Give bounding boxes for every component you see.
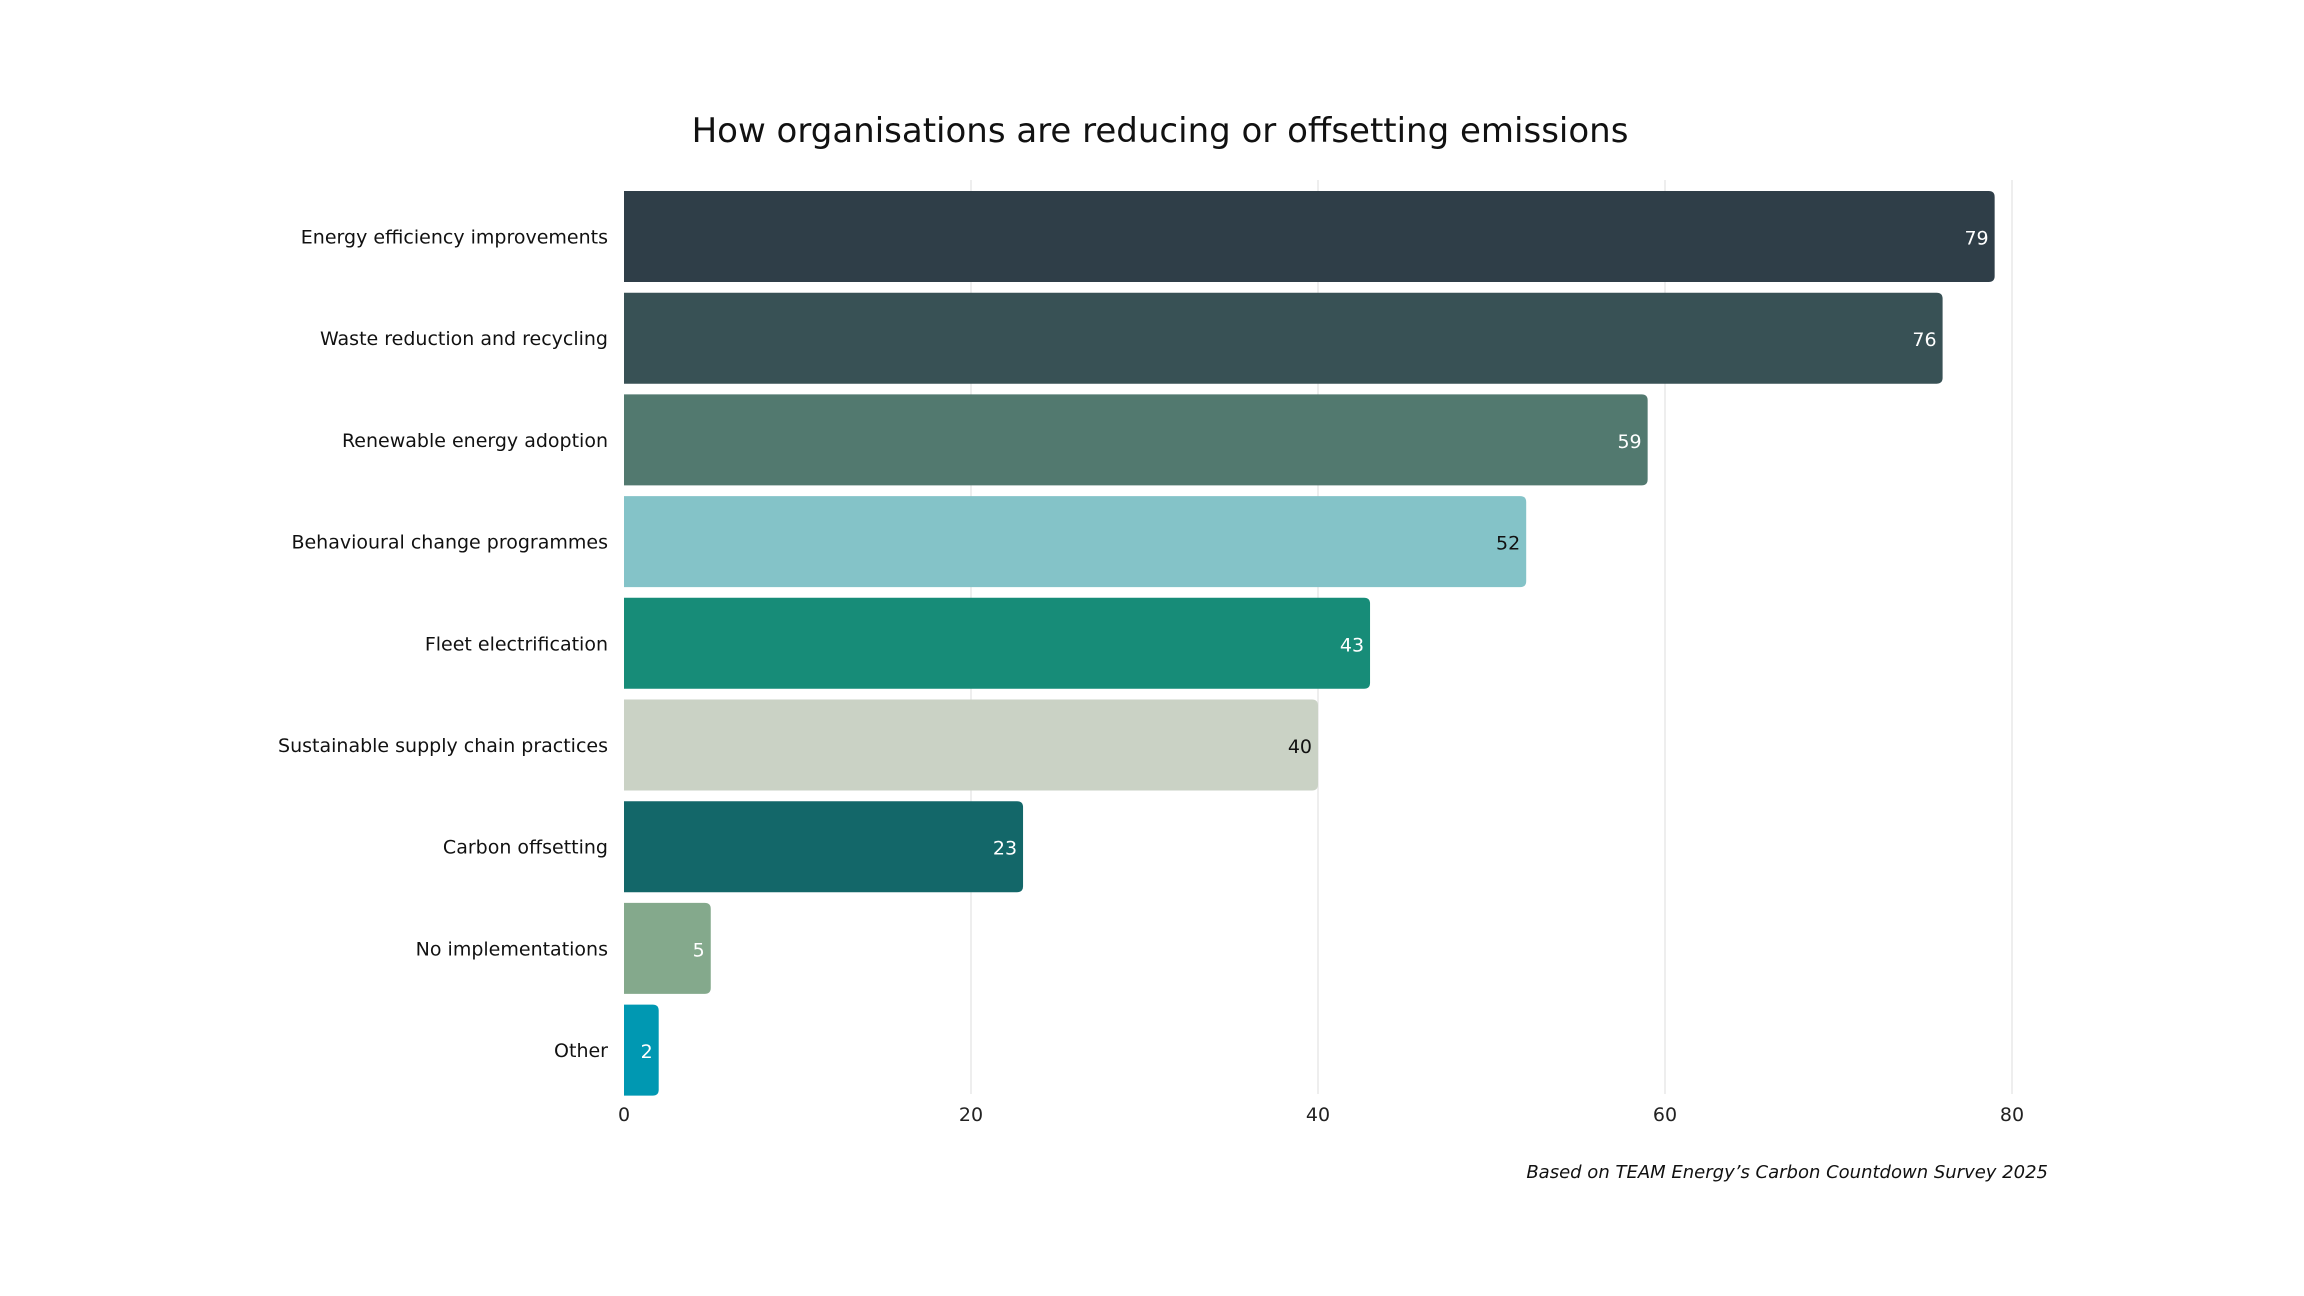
x-tick-label: 40 [1306,1104,1330,1126]
category-label: Carbon offsetting [443,837,608,859]
data-label: 76 [1912,329,1936,351]
category-labels: Energy efficiency improvements Waste redu… [278,227,608,1063]
data-label: 79 [1964,228,1988,250]
category-label: Behavioural change programmes [291,532,608,554]
data-label: 23 [993,838,1017,860]
source-annotation: Based on TEAM Energy’s Carbon Countdown … [1526,1162,2048,1183]
data-label: 2 [641,1041,653,1063]
bar [624,1004,659,1096]
data-label: 59 [1617,431,1641,453]
bar [624,597,1371,689]
bar [624,191,1995,282]
x-tick-label: 0 [618,1104,630,1126]
x-tick-label: 60 [1653,1104,1677,1126]
chart-title: How organisations are reducing or offset… [692,111,1629,151]
bar [624,394,1648,486]
x-axis-tick-labels: 0 20 40 60 80 [618,1104,2024,1126]
x-tick-label: 80 [2000,1104,2024,1126]
bars [624,191,1995,1096]
bar [624,699,1318,791]
data-label: 40 [1288,736,1312,758]
category-label: Fleet electrification [425,633,608,655]
category-label: Renewable energy adoption [342,430,608,452]
category-label: Energy efficiency improvements [301,227,608,249]
category-label: Sustainable supply chain practices [278,735,608,757]
category-label: Other [554,1040,608,1062]
x-tick-label: 20 [959,1104,983,1126]
data-label: 52 [1496,533,1520,555]
data-label: 5 [693,939,705,961]
category-label: Waste reduction and recycling [320,328,608,350]
bar [624,292,1943,384]
category-label: No implementations [416,938,608,960]
bar [624,801,1024,893]
bar [624,902,711,994]
data-label: 43 [1340,634,1364,656]
bar [624,496,1527,588]
